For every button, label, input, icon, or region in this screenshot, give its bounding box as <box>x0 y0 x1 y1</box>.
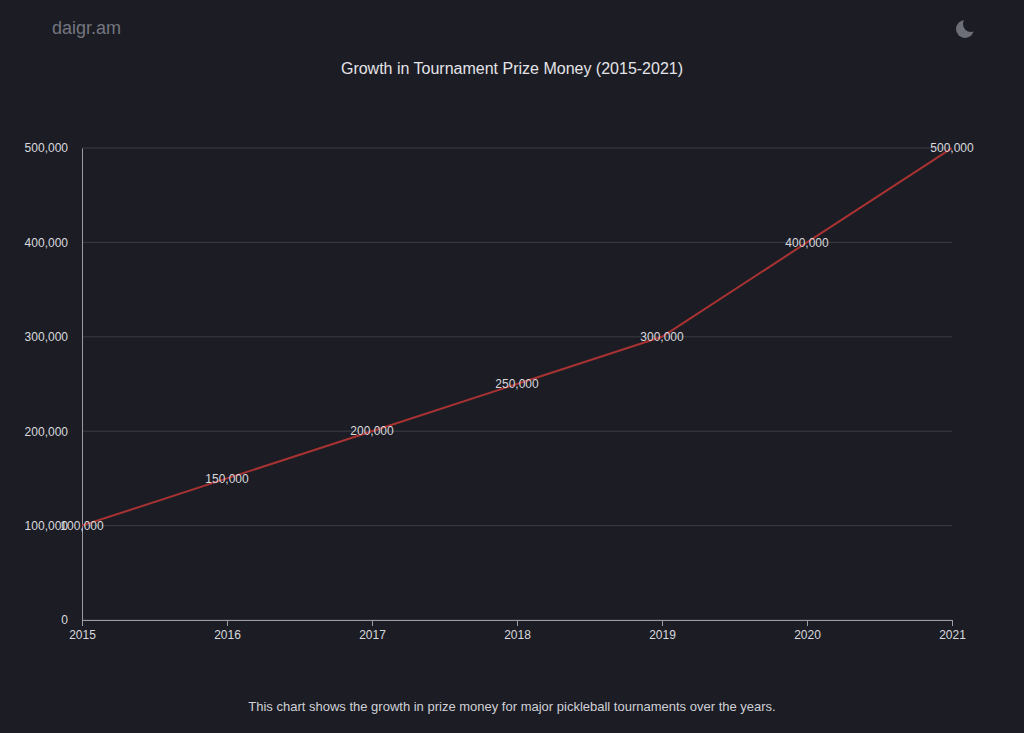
x-axis: 2015 2016 2017 2018 2019 2020 2021 <box>69 620 966 642</box>
grid <box>82 148 952 620</box>
background <box>0 0 1024 733</box>
y-tick: 200,000 <box>25 425 82 439</box>
x-tick-mark <box>372 620 373 626</box>
x-tick: 2020 <box>794 620 821 642</box>
y-axis-line <box>82 149 83 621</box>
line <box>82 148 952 526</box>
data-label: 500,000 <box>930 141 974 155</box>
y-tick-label: 300,000 <box>25 330 69 344</box>
data-label: 150,000 <box>205 472 249 486</box>
x-tick-label: 2018 <box>504 628 531 642</box>
y-tick-label: 500,000 <box>25 141 69 155</box>
x-tick-label: 2019 <box>649 628 676 642</box>
x-tick-mark <box>82 620 83 626</box>
y-axis: 0100,000200,000300,000400,000500,000 <box>25 141 83 627</box>
x-tick-label: 2015 <box>69 628 96 642</box>
x-tick-label: 2020 <box>794 628 821 642</box>
theme-icon <box>956 16 979 38</box>
x-tick: 2018 <box>504 620 531 642</box>
page: {"chart_data": { "type": "line", "title"… <box>0 0 1024 733</box>
x-tick-mark <box>227 620 228 626</box>
x-tick-label: 2017 <box>359 628 386 642</box>
x-tick-label: 2021 <box>939 628 966 642</box>
y-tick-label: 200,000 <box>25 425 69 439</box>
y-tick: 0 <box>61 613 82 627</box>
series <box>82 148 952 526</box>
x-tick-mark <box>807 620 808 626</box>
x-tick: 2019 <box>649 620 676 642</box>
y-tick: 400,000 <box>25 236 82 250</box>
x-tick: 2021 <box>939 620 966 642</box>
y-tick: 500,000 <box>25 141 82 155</box>
x-tick-mark <box>952 620 953 626</box>
x-axis-line <box>83 621 953 627</box>
logo: daigr.am <box>52 18 121 38</box>
grid-line <box>82 525 952 526</box>
x-tick: 2015 <box>69 620 96 642</box>
data-label: 100,000 <box>60 519 104 533</box>
data-label: 250,000 <box>495 377 539 391</box>
y-tick-label: 0 <box>61 613 68 627</box>
data-label: 200,000 <box>350 424 394 438</box>
caption: This chart shows the growth in prize mon… <box>248 699 775 714</box>
title: Growth in Tournament Prize Money (2015-2… <box>341 60 683 77</box>
data-label: 300,000 <box>640 330 684 344</box>
moon-cut <box>963 16 979 32</box>
y-tick-label: 400,000 <box>25 236 69 250</box>
plot: 0 100,000 200,000 300,000 400,000 500,000 2015… <box>25 141 974 641</box>
grid-line <box>82 148 952 149</box>
chart: daigr.am This chart shows the growth in p… <box>0 0 1024 733</box>
grid-line <box>82 431 952 432</box>
x-tick-mark <box>662 620 663 626</box>
data-label: 400,000 <box>785 236 829 250</box>
data-labels: 100,000 150,000 200,000 250,000 300,000 400,0… <box>60 141 974 533</box>
x-tick-label: 2016 <box>214 628 241 642</box>
x-tick: 2016 <box>214 620 241 642</box>
x-tick-mark <box>517 620 518 626</box>
x-tick: 2017 <box>359 620 386 642</box>
grid-line <box>82 336 952 337</box>
y-tick: 300,000 <box>25 330 82 344</box>
